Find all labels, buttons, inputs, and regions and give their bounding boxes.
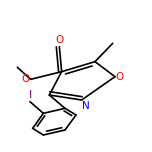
Text: O: O [116,72,124,82]
Text: O: O [55,35,63,45]
Text: I: I [28,90,32,100]
Text: N: N [82,101,90,111]
Text: O: O [22,74,30,84]
